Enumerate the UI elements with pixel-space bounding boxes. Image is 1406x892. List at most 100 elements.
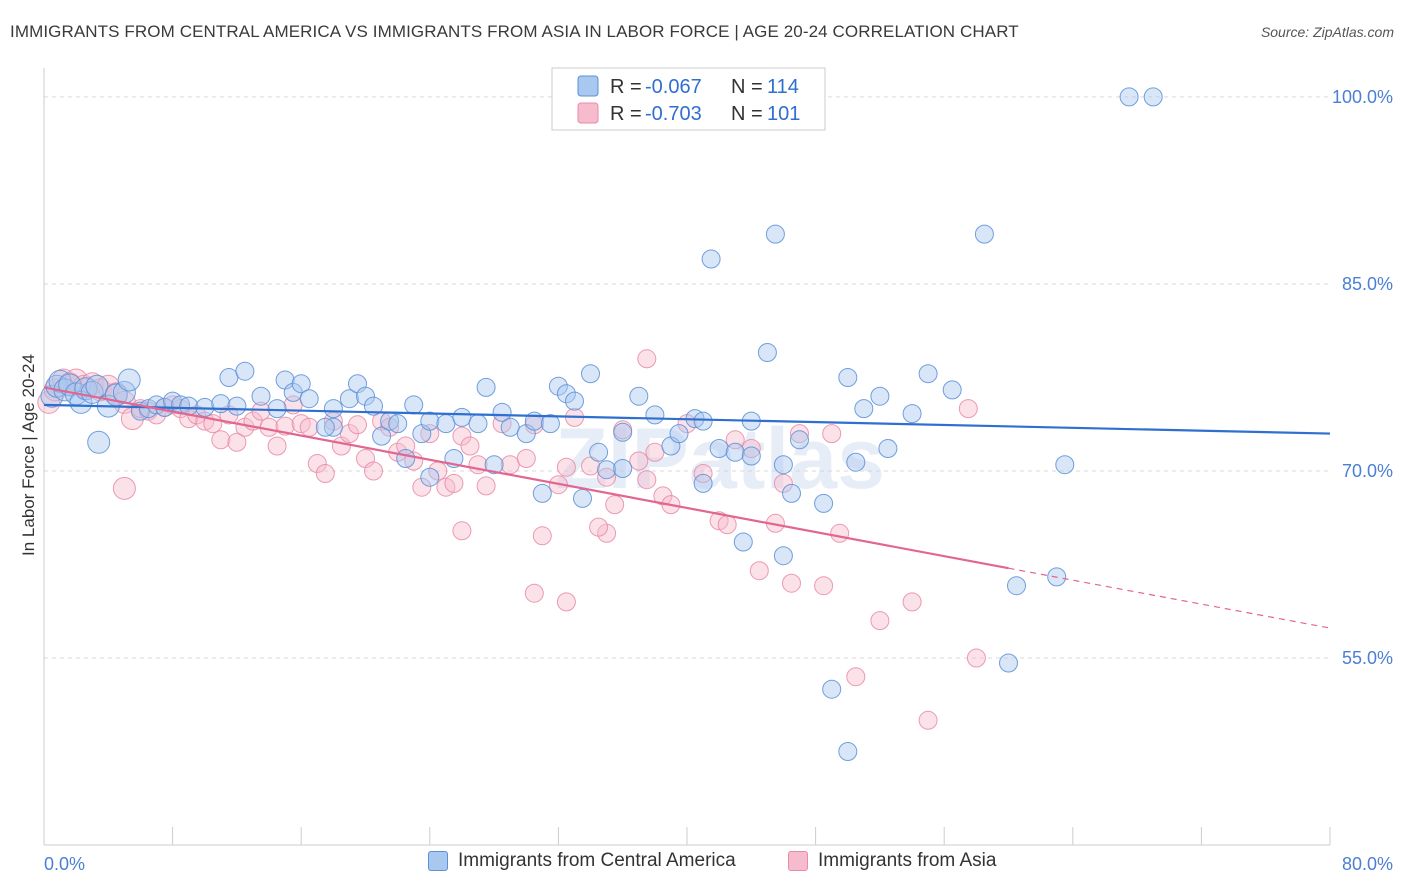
central-america-point <box>323 399 343 419</box>
central-america-point <box>725 442 745 462</box>
y-tick-labels: 55.0% 70.0% 85.0% 100.0% <box>1332 87 1393 668</box>
central-america-point <box>773 455 793 475</box>
central-america-point <box>918 364 938 384</box>
central-america-point <box>436 414 456 434</box>
central-america-point <box>85 374 109 398</box>
asia-point <box>637 349 657 369</box>
central-america-point <box>396 449 416 468</box>
y-tick-label: 100.0% <box>1332 87 1393 107</box>
central-america-point <box>556 384 576 404</box>
watermark: ZIPatlas <box>555 411 885 507</box>
asia-point <box>259 417 279 437</box>
central-america-point <box>87 430 111 454</box>
central-america-point <box>741 446 761 466</box>
central-america-point <box>356 386 375 406</box>
asia-point <box>693 464 713 483</box>
central-america-point <box>540 414 560 434</box>
asia-point <box>532 526 552 546</box>
central-america-point <box>420 411 440 431</box>
bottom-legend: Immigrants from Central America Immigran… <box>0 850 1406 880</box>
legend-label-central-america: Immigrants from Central America <box>458 850 736 871</box>
trend-lines <box>43 386 1331 629</box>
central-america-point <box>476 377 496 397</box>
central-america-point <box>492 402 512 422</box>
asia-point <box>275 416 295 436</box>
asia-point <box>597 523 617 543</box>
central-america-point <box>838 742 858 761</box>
axes <box>43 68 1331 846</box>
asia-point <box>749 561 769 581</box>
legend-n-label-pink: N = <box>731 103 763 125</box>
central-america-point <box>613 422 633 442</box>
asia-point <box>966 648 986 668</box>
central-america-point <box>878 439 898 458</box>
asia-point <box>846 667 866 687</box>
legend-item-asia: Immigrants from Asia <box>788 850 996 872</box>
legend-label-asia: Immigrants from Asia <box>818 850 997 871</box>
central-america-point <box>565 391 584 411</box>
asia-point <box>717 515 737 535</box>
asia-point <box>589 517 609 537</box>
central-america-point <box>693 411 713 431</box>
central-america-point <box>1119 87 1139 107</box>
asia-point <box>524 583 544 603</box>
legend-r-label-blue: R = <box>610 76 642 98</box>
asia-point <box>299 417 319 437</box>
asia-point <box>516 449 536 468</box>
central-america-point <box>548 376 568 396</box>
asia-point <box>814 576 834 596</box>
asia-point <box>452 426 472 446</box>
central-america-point <box>267 399 287 419</box>
asia-point <box>918 710 938 730</box>
asia-point <box>958 399 978 419</box>
asia-point <box>452 521 472 541</box>
asia-point <box>500 455 520 475</box>
central-america-point <box>500 417 520 437</box>
asia-point <box>830 523 850 543</box>
central-america-point <box>870 386 890 406</box>
central-america-point <box>117 368 141 392</box>
asia-trend-line <box>43 386 1009 570</box>
legend-n-value-blue: 114 <box>767 76 799 98</box>
asia-point <box>597 467 617 487</box>
central-america-point <box>765 224 785 244</box>
legend-swatch-blue <box>577 75 599 97</box>
chart-title: IMMIGRANTS FROM CENTRAL AMERICA VS IMMIG… <box>10 22 1019 41</box>
asia-point <box>822 424 842 444</box>
legend-swatch-asia <box>788 851 808 871</box>
asia-point <box>315 464 335 483</box>
central-america-point <box>757 343 777 362</box>
asia-point <box>348 415 367 435</box>
central-america-point <box>942 380 962 400</box>
asia-point <box>460 436 480 456</box>
legend-r-value-blue: -0.067 <box>645 76 702 98</box>
asia-point <box>605 495 625 515</box>
central-america-point <box>532 483 552 503</box>
central-america-point <box>581 364 600 384</box>
central-america-point <box>709 439 729 458</box>
central-america-point <box>1007 576 1026 596</box>
central-america-point <box>613 459 633 478</box>
central-america-point <box>364 396 383 416</box>
central-america-point <box>645 405 665 425</box>
central-america-point <box>291 374 311 394</box>
asia-point <box>773 473 793 493</box>
central-america-trend-line <box>43 403 1331 435</box>
central-america-point <box>235 361 255 381</box>
asia-point <box>444 473 464 493</box>
central-america-point <box>573 488 592 508</box>
x-tick-label: 0.0% <box>44 854 85 874</box>
central-america-point <box>251 386 271 406</box>
asia-point <box>790 424 809 444</box>
central-america-point <box>782 483 801 503</box>
asia-point <box>556 592 576 612</box>
asia-points <box>37 349 986 730</box>
central-america-point <box>854 399 874 419</box>
stats-legend: R = -0.067 N = 114 R = -0.703 N = 101 <box>551 67 826 131</box>
asia-point <box>251 401 271 421</box>
central-america-point <box>484 455 504 475</box>
central-america-point <box>468 414 488 434</box>
central-america-point <box>227 396 247 416</box>
y-tick-label: 55.0% <box>1342 648 1393 668</box>
